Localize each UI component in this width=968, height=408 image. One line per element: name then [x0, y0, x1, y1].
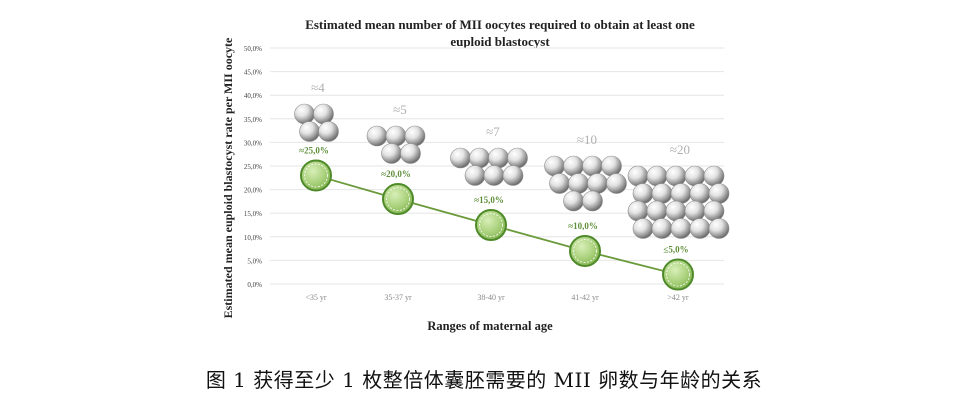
data-points — [300, 159, 694, 291]
oocyte-count-label: ≈4 — [311, 80, 325, 95]
oocyte — [627, 200, 649, 222]
oocyte — [665, 165, 687, 187]
data-point — [300, 159, 332, 192]
y-tick-label: 40,0% — [244, 92, 262, 100]
y-axis-label: Estimated mean euploid blastocyst rate p… — [221, 37, 235, 318]
oocyte-clusters: ≈4 ≈5 ≈7 ≈10 ≈20 — [294, 80, 730, 239]
chart-title-line-1: Estimated mean number of MII oocytes req… — [305, 17, 695, 32]
y-axis-ticks: 0,0% 5,0% 10,0% 15,0% 20,0% 25,0% 30,0% 35,0% 40… — [244, 45, 262, 289]
oocyte — [483, 165, 505, 186]
data-label: ≈25,0% — [299, 145, 329, 155]
data-point — [662, 258, 694, 291]
oocyte — [313, 103, 334, 125]
chart-title-line-2: euploid blastocyst — [450, 34, 550, 49]
oocyte — [582, 190, 603, 212]
x-tick-label: 35-37 yr — [384, 293, 412, 302]
y-tick-label: 5,0% — [247, 257, 262, 265]
oocyte — [400, 143, 421, 164]
oocyte — [544, 155, 565, 177]
oocyte — [299, 121, 320, 142]
oocyte — [651, 218, 673, 239]
oocyte — [670, 218, 692, 239]
y-tick-label: 35,0% — [244, 116, 262, 124]
data-point — [569, 234, 601, 267]
oocyte — [366, 125, 388, 147]
x-tick-label: 41-42 yr — [571, 293, 599, 302]
oocyte — [651, 183, 673, 204]
data-label: ≈15,0% — [474, 195, 504, 205]
oocyte — [684, 200, 706, 222]
oocyte — [582, 155, 603, 177]
data-point — [475, 209, 507, 241]
oocyte — [703, 165, 725, 187]
oocyte — [404, 125, 426, 147]
oocyte — [381, 143, 402, 164]
data-labels: ≈25,0% ≈20,0% ≈15,0% ≈10,0% ≤5,0% — [299, 145, 688, 254]
gridlines — [270, 47, 724, 285]
oocyte — [385, 125, 407, 147]
oocyte-count-label: ≈10 — [577, 132, 597, 147]
data-label: ≈10,0% — [568, 221, 598, 231]
y-tick-label: 30,0% — [244, 139, 262, 147]
oocyte — [563, 190, 584, 212]
y-tick-label: 20,0% — [244, 187, 262, 195]
oocyte — [450, 147, 471, 169]
oocyte — [689, 183, 711, 204]
oocyte — [502, 165, 524, 186]
data-point — [382, 183, 414, 216]
oocyte — [563, 155, 584, 177]
oocyte — [665, 200, 687, 222]
oocyte — [627, 165, 649, 187]
oocyte — [469, 147, 490, 169]
x-axis-label: Ranges of maternal age — [427, 319, 553, 333]
y-tick-label: 50,0% — [244, 45, 262, 53]
oocyte — [507, 147, 528, 169]
oocyte — [646, 200, 668, 222]
data-label: ≈20,0% — [381, 169, 411, 179]
oocyte-count-label: ≈7 — [486, 124, 500, 139]
y-tick-label: 10,0% — [244, 234, 262, 242]
oocyte — [549, 173, 570, 194]
data-label: ≤5,0% — [663, 245, 688, 255]
oocyte — [568, 173, 589, 194]
chart-title: Estimated mean number of MII oocytes req… — [280, 16, 720, 50]
oocyte — [708, 218, 730, 239]
oocyte — [464, 165, 486, 186]
oocyte — [488, 147, 509, 169]
oocyte — [708, 183, 730, 204]
oocyte — [606, 173, 627, 194]
oocyte — [646, 165, 668, 187]
oocyte — [294, 103, 315, 125]
oocyte — [670, 183, 692, 204]
y-tick-label: 15,0% — [244, 210, 262, 218]
y-tick-label: 0,0% — [247, 281, 262, 289]
oocyte — [703, 200, 725, 222]
y-tick-label: 45,0% — [244, 69, 262, 77]
oocyte — [689, 218, 711, 239]
chart: 0,0% 5,0% 10,0% 15,0% 20,0% 25,0% 30,0% 35,0% 40… — [221, 37, 730, 333]
x-axis-ticks: <35 yr 35-37 yr 38-40 yr 41-42 yr >42 yr — [305, 293, 689, 302]
oocyte — [632, 218, 654, 239]
y-tick-label: 25,0% — [244, 163, 262, 171]
x-tick-label: <35 yr — [305, 293, 327, 302]
x-tick-label: 38-40 yr — [477, 293, 505, 302]
oocyte — [632, 183, 654, 204]
x-tick-label: >42 yr — [667, 293, 689, 302]
figure-caption: 图 1 获得至少 1 枚整倍体囊胚需要的 MII 卵数与年龄的关系 — [205, 368, 763, 392]
oocyte-count-label: ≈5 — [393, 102, 407, 117]
oocyte — [684, 165, 706, 187]
oocyte — [587, 173, 608, 194]
oocyte — [601, 155, 622, 177]
oocyte — [318, 121, 339, 142]
oocyte-count-label: ≈20 — [670, 142, 690, 157]
